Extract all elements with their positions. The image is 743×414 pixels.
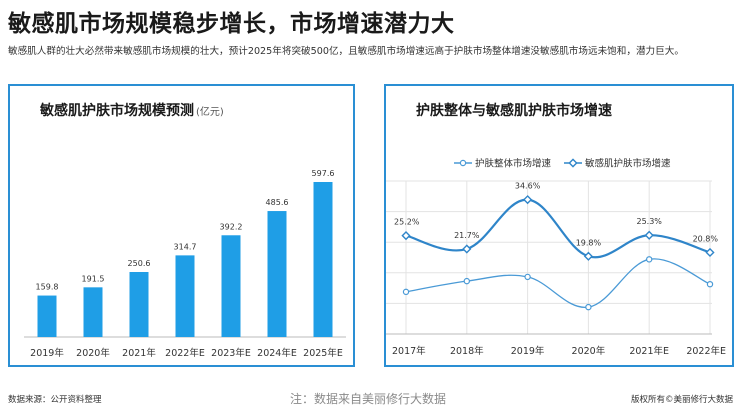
series-line-1	[405, 198, 711, 259]
footer-copyright: 版权所有©美丽修行大数据	[630, 395, 733, 405]
line-x-tick-1: 2018年	[450, 345, 484, 357]
legend-label-1: 敏感肌护肤市场增速	[585, 158, 671, 170]
series-line-0	[405, 258, 711, 308]
line-x-tick-3: 2020年	[572, 345, 606, 357]
line-chart-panel: 护肤整体与敏感肌护肤市场增速 25.2% 21.7% 34.6% 19.8% 25.3%…	[384, 84, 734, 367]
series-1-point-1	[462, 244, 472, 254]
bar-x-tick-1: 2020年	[76, 347, 110, 359]
footer-note: 注：数据来自美丽修行大数据	[290, 392, 447, 406]
line-x-tick-2: 2019年	[511, 345, 545, 357]
bar-value-label-6: 597.6	[312, 169, 335, 178]
series-1-label-5: 20.8%	[693, 234, 719, 243]
line-chart: 25.2% 21.7% 34.6% 19.8% 25.3% 20.8% 2017年 2018年…	[386, 158, 726, 357]
line-x-tick-0: 2017年	[392, 345, 426, 357]
legend-label-0: 护肤整体市场增速	[475, 158, 552, 170]
bar-value-label-3: 314.7	[174, 242, 197, 251]
page-title: 敏感肌市场规模稳步增长，市场增速潜力大	[8, 11, 455, 37]
bar-2	[129, 272, 149, 337]
bar-1	[83, 287, 103, 337]
series-1-point-0	[401, 231, 411, 241]
bar-x-tick-6: 2025年E	[303, 347, 343, 359]
series-0-point-0	[402, 288, 410, 296]
bar-x-tick-4: 2023年E	[211, 347, 251, 359]
series-1-label-0: 25.2%	[394, 218, 420, 227]
page-subtitle: 敏感肌人群的壮大必然带来敏感肌市场规模的壮大，预计2025年将突破500亿，且敏…	[8, 46, 684, 57]
line-chart-title: 护肤整体与敏感肌护肤市场增速	[416, 103, 612, 119]
series-1-label-3: 19.8%	[576, 238, 602, 247]
bar-0	[37, 295, 57, 337]
bar-value-label-0: 159.8	[36, 283, 59, 292]
bar-5	[267, 211, 287, 337]
bar-6	[313, 182, 333, 337]
bar-x-tick-2: 2021年	[122, 347, 156, 359]
bar-chart-unit: (亿元)	[196, 107, 224, 118]
bar-x-tick-3: 2022年E	[165, 347, 205, 359]
bar-3	[175, 255, 195, 337]
series-0-point-2	[524, 273, 531, 281]
series-0-point-5	[706, 280, 714, 288]
footer-source: 数据来源：公开资料整理	[8, 395, 102, 405]
bar-x-tick-5: 2024年E	[257, 347, 297, 359]
series-1-point-3	[583, 251, 593, 261]
line-x-tick-4: 2021年E	[629, 345, 669, 357]
series-1-label-4: 25.3%	[636, 217, 662, 226]
series-1-label-2: 34.6%	[515, 182, 541, 191]
legend-marker-1	[568, 158, 578, 168]
series-0-point-3	[585, 303, 592, 311]
series-1-label-1: 21.7%	[454, 231, 480, 240]
series-1-point-4	[644, 230, 654, 240]
bar-4	[221, 235, 241, 337]
series-1-point-2	[523, 195, 533, 205]
line-x-tick-5: 2022年E	[686, 345, 726, 357]
bar-chart-title-text: 敏感肌护肤市场规模预测	[40, 103, 194, 119]
series-0-point-4	[646, 256, 653, 263]
legend-marker-0	[459, 159, 467, 167]
bar-chart: 159.8 2019年 191.5 2020年 250.6 2021年 314.7 2022年…	[24, 169, 346, 359]
bar-value-label-1: 191.5	[82, 274, 105, 283]
series-1-point-5	[705, 247, 715, 258]
bar-chart-title: 敏感肌护肤市场规模预测 (亿元)	[40, 100, 224, 120]
bar-x-tick-0: 2019年	[30, 347, 64, 359]
bar-value-label-5: 485.6	[266, 198, 289, 207]
bar-value-label-4: 392.2	[220, 222, 243, 231]
bar-value-label-2: 250.6	[128, 259, 151, 268]
series-0-point-1	[463, 277, 471, 285]
bar-chart-panel: 敏感肌护肤市场规模预测 (亿元) 159.8 2019年 191.5 2020年 250.…	[8, 84, 355, 367]
